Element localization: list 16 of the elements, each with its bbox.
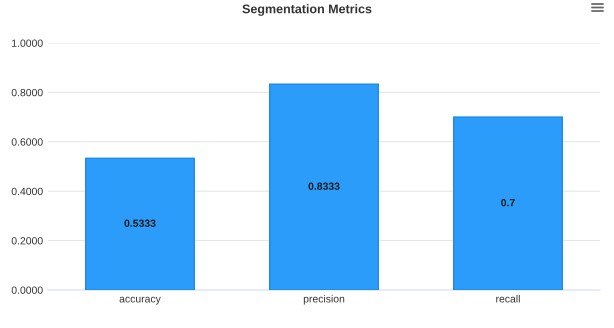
- data-label: 0.5333: [124, 220, 156, 227]
- y-tick-label: 0.6000: [12, 138, 43, 146]
- data-label: 0.8333: [308, 182, 340, 190]
- y-tick-label: 0.8000: [12, 88, 43, 96]
- y-tick-label: 0.4000: [12, 188, 43, 196]
- bar: [85, 158, 195, 290]
- y-tick-label: 0.2000: [12, 237, 43, 244]
- y-tick-label: 1.0000: [12, 40, 43, 47]
- bar: [453, 116, 563, 290]
- x-tick-label: precision: [304, 294, 344, 305]
- bar: [269, 83, 379, 290]
- y-tick-label: 0.0000: [12, 286, 43, 294]
- chart-title: Segmentation Metrics: [242, 4, 372, 16]
- x-tick-label: accuracy: [120, 296, 161, 305]
- data-label: 0.7: [501, 198, 515, 206]
- x-tick-label: recall: [496, 294, 520, 303]
